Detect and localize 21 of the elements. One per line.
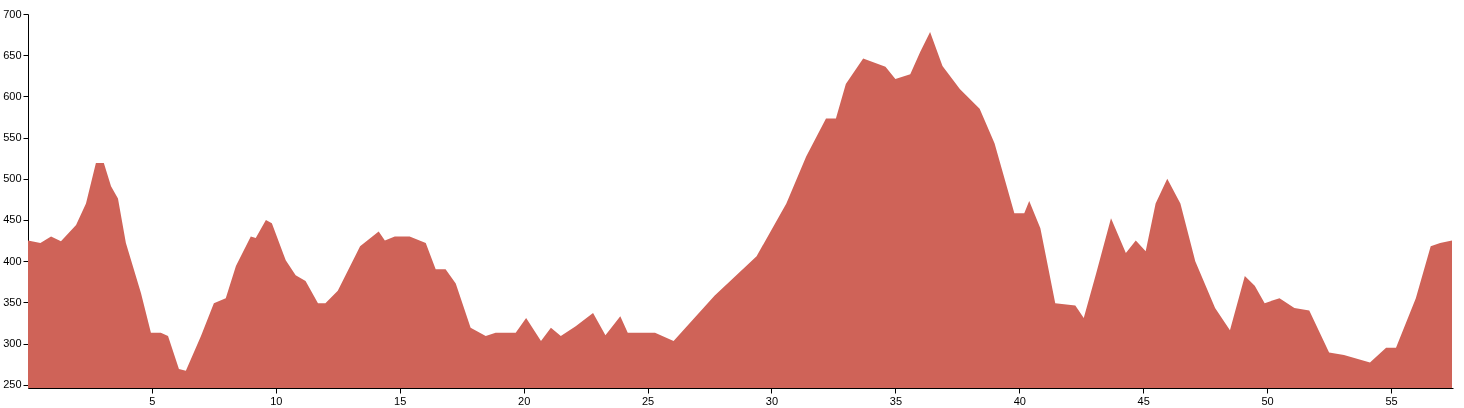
y-tick-label: 600 — [3, 89, 22, 102]
y-tick-label: 550 — [3, 131, 22, 144]
x-tick-label: 15 — [394, 394, 407, 407]
y-tick-label: 300 — [3, 337, 22, 350]
y-tick-label: 400 — [3, 254, 22, 267]
y-tick-label: 250 — [3, 378, 22, 391]
y-tick-label: 450 — [3, 213, 22, 226]
x-tick-label: 50 — [1261, 394, 1274, 407]
x-tick-label: 40 — [1013, 394, 1026, 407]
x-tick-label: 20 — [518, 394, 531, 407]
x-tick-label: 55 — [1385, 394, 1398, 407]
y-tick-label: 650 — [3, 48, 22, 61]
x-tick-label: 30 — [765, 394, 779, 407]
x-tick-label: 5 — [149, 394, 156, 407]
x-tick-label: 35 — [889, 394, 903, 407]
x-tick-label: 10 — [270, 394, 283, 407]
y-tick-label: 500 — [3, 172, 22, 185]
x-tick-label: 25 — [641, 394, 655, 407]
y-tick-label: 350 — [3, 295, 22, 308]
y-tick-label: 700 — [3, 7, 22, 20]
x-tick-label: 45 — [1137, 394, 1150, 407]
